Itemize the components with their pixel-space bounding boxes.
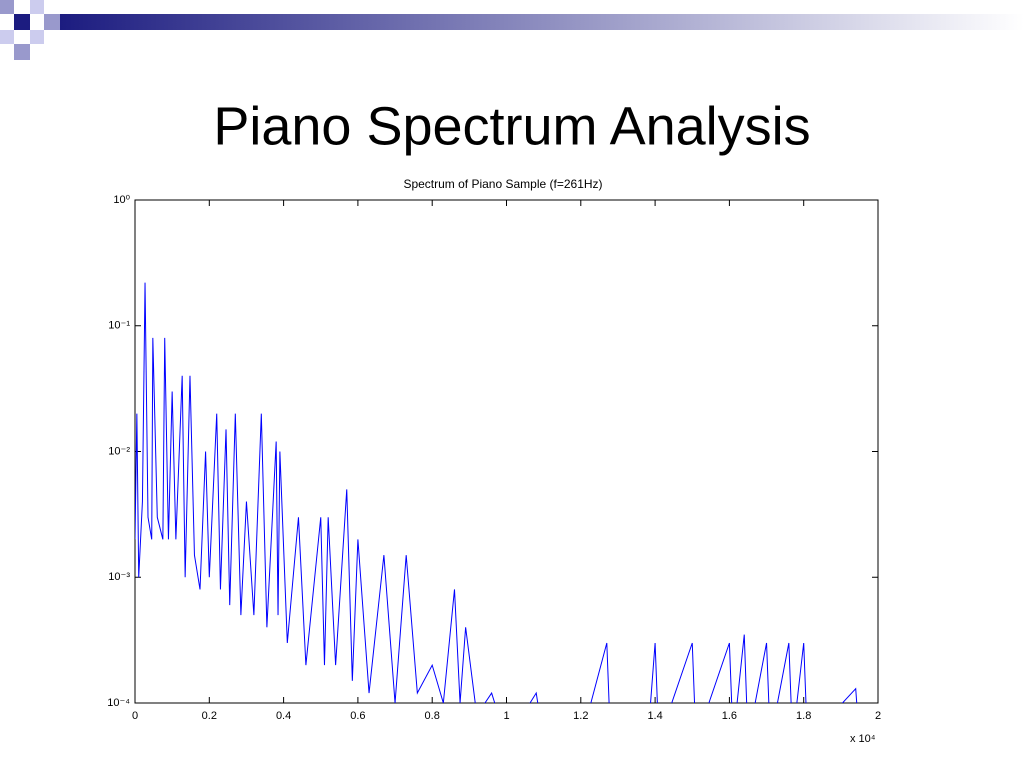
- x-multiplier: x 10⁴: [850, 733, 876, 745]
- x-tick-label: 0.6: [350, 710, 365, 722]
- plot-frame: [134, 199, 879, 704]
- x-tick-label: 1.2: [573, 710, 588, 722]
- spectrum-line: [135, 282, 858, 703]
- slide-title: Piano Spectrum Analysis: [213, 96, 810, 156]
- x-tick-label: 1.4: [647, 710, 662, 722]
- x-tick-label: 0.8: [425, 710, 440, 722]
- x-tick-label: 0: [132, 710, 138, 722]
- x-tick-label: 0.2: [202, 710, 217, 722]
- slide-decoration: [0, 0, 1024, 60]
- x-tick-label: 0.4: [276, 710, 291, 722]
- chart-title: Spectrum of Piano Sample (f=261Hz): [403, 177, 602, 191]
- x-tick-label: 2: [875, 710, 881, 722]
- y-tick-label: 10⁻¹: [108, 320, 130, 332]
- y-tick-label: 10⁻²: [108, 445, 130, 457]
- x-tick-label: 1.6: [722, 710, 737, 722]
- y-tick-label: 10⁻⁴: [107, 697, 130, 709]
- x-tick-label: 1: [503, 710, 509, 722]
- y-tick-label: 10⁰: [113, 194, 130, 206]
- x-tick-label: 1.8: [796, 710, 811, 722]
- y-tick-label: 10⁻³: [108, 571, 130, 583]
